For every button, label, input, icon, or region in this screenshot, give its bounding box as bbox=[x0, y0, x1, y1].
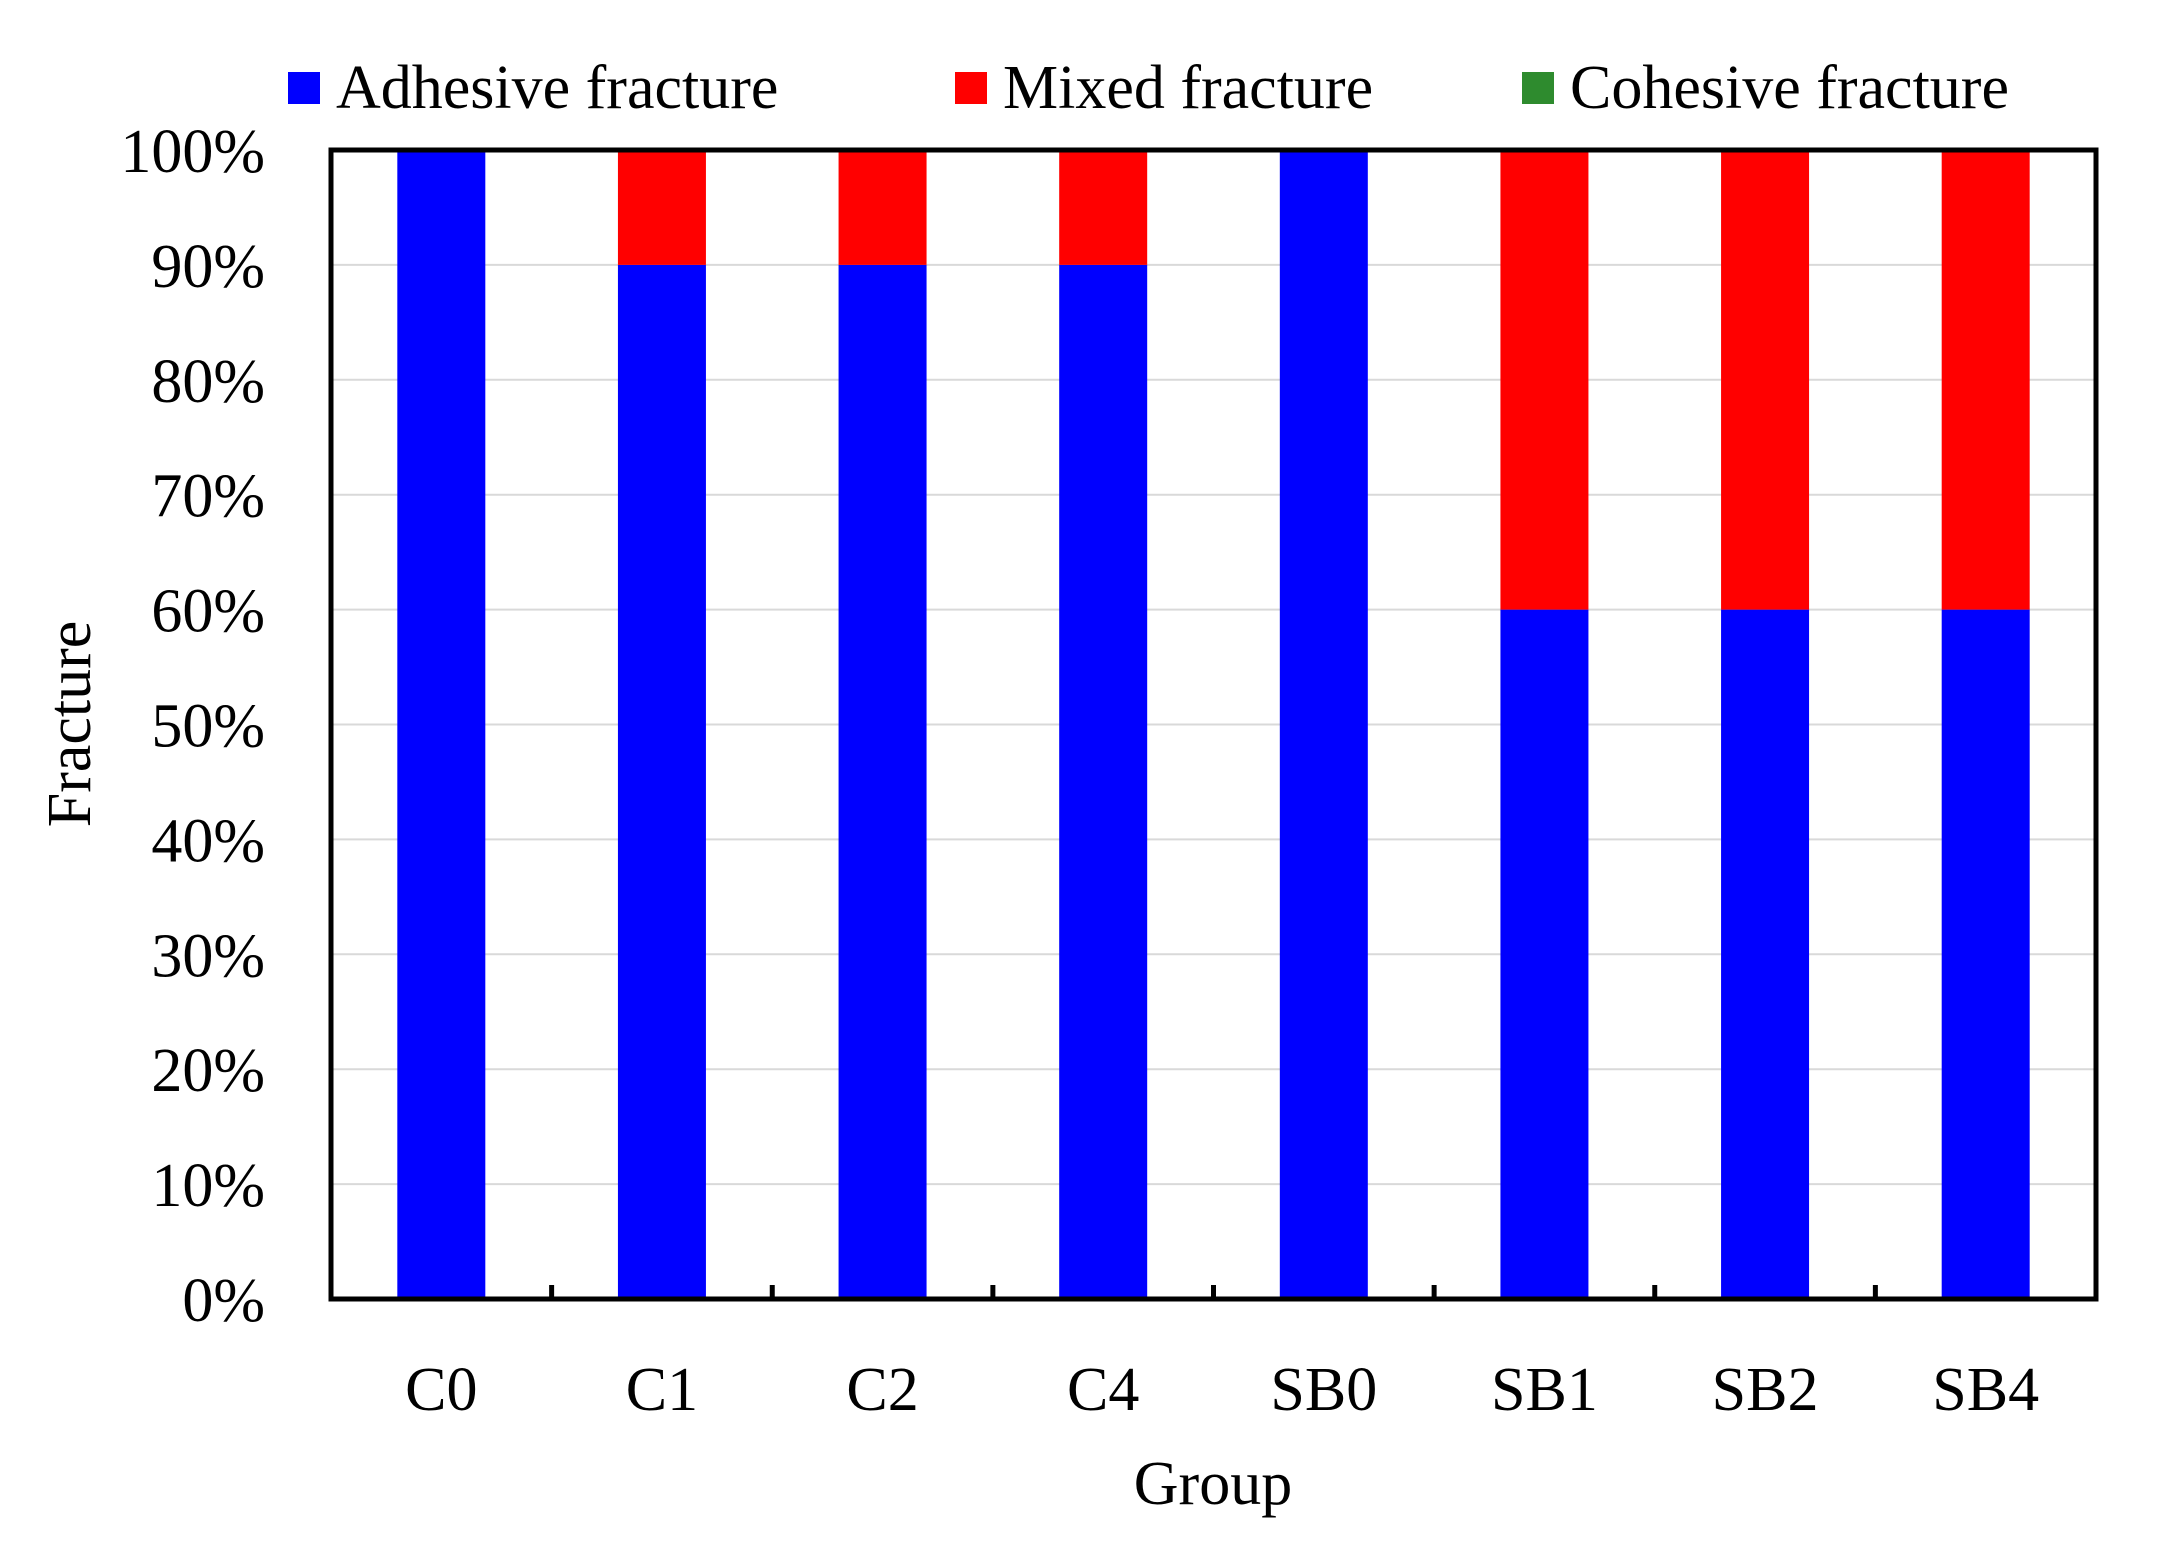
x-tick-label: C1 bbox=[626, 1356, 698, 1424]
legend-label: Adhesive fracture bbox=[336, 54, 778, 122]
y-axis-tick-labels: 0% 10% 20% 30% 40% 50% 60% 70% 80% 90% 100% bbox=[120, 118, 265, 1335]
y-tick-label: 100% bbox=[120, 118, 265, 186]
x-tick-label: SB2 bbox=[1712, 1356, 1819, 1424]
bar-C2-adhesive-fracture bbox=[838, 264, 927, 1299]
x-axis-label: Group bbox=[1134, 1450, 1292, 1518]
x-tick-label: C2 bbox=[846, 1356, 918, 1424]
x-tick-label: SB1 bbox=[1491, 1356, 1598, 1424]
bars bbox=[397, 150, 2030, 1299]
y-tick-label: 30% bbox=[151, 922, 265, 990]
bar-SB4-mixed-fracture bbox=[1941, 150, 2030, 610]
bar-C4-mixed-fracture bbox=[1059, 150, 1148, 265]
y-tick-label: 20% bbox=[151, 1037, 265, 1105]
bar-SB0-adhesive-fracture bbox=[1279, 150, 1368, 1299]
x-tick-label: C0 bbox=[405, 1356, 477, 1424]
y-tick-label: 80% bbox=[151, 348, 265, 416]
y-axis-label: Fracture bbox=[36, 621, 104, 828]
legend-swatch bbox=[955, 72, 987, 104]
x-tick-label: C4 bbox=[1067, 1356, 1139, 1424]
x-tick-label: SB0 bbox=[1270, 1356, 1377, 1424]
bar-C2-mixed-fracture bbox=[838, 150, 927, 265]
y-tick-label: 40% bbox=[151, 807, 265, 875]
bar-SB1-adhesive-fracture bbox=[1500, 609, 1589, 1299]
y-tick-label: 70% bbox=[151, 463, 265, 531]
bar-SB2-mixed-fracture bbox=[1721, 150, 1810, 610]
legend-swatch bbox=[1522, 72, 1554, 104]
bar-SB2-adhesive-fracture bbox=[1721, 609, 1810, 1299]
legend-label: Mixed fracture bbox=[1003, 54, 1373, 122]
x-tick-label: SB4 bbox=[1932, 1356, 2039, 1424]
bar-SB1-mixed-fracture bbox=[1500, 150, 1589, 610]
y-tick-label: 60% bbox=[151, 578, 265, 646]
y-tick-label: 0% bbox=[182, 1267, 265, 1335]
legend-label: Cohesive fracture bbox=[1570, 54, 2009, 122]
legend: Adhesive fracture Mixed fracture Cohesive … bbox=[288, 54, 2009, 122]
y-tick-label: 10% bbox=[151, 1152, 265, 1220]
gridlines bbox=[331, 263, 2096, 1186]
bar-C0-adhesive-fracture bbox=[397, 150, 486, 1299]
bar-C1-mixed-fracture bbox=[617, 150, 706, 265]
axis-ticks bbox=[549, 1285, 1878, 1299]
y-tick-label: 90% bbox=[151, 233, 265, 301]
bar-SB4-adhesive-fracture bbox=[1941, 609, 2030, 1299]
y-tick-label: 50% bbox=[151, 693, 265, 761]
legend-swatch bbox=[288, 72, 320, 104]
bar-C4-adhesive-fracture bbox=[1059, 264, 1148, 1299]
x-axis-tick-labels: C0 C1 C2 C4 SB0 SB1 SB2 SB4 bbox=[405, 1356, 2039, 1424]
bar-C1-adhesive-fracture bbox=[617, 264, 706, 1299]
